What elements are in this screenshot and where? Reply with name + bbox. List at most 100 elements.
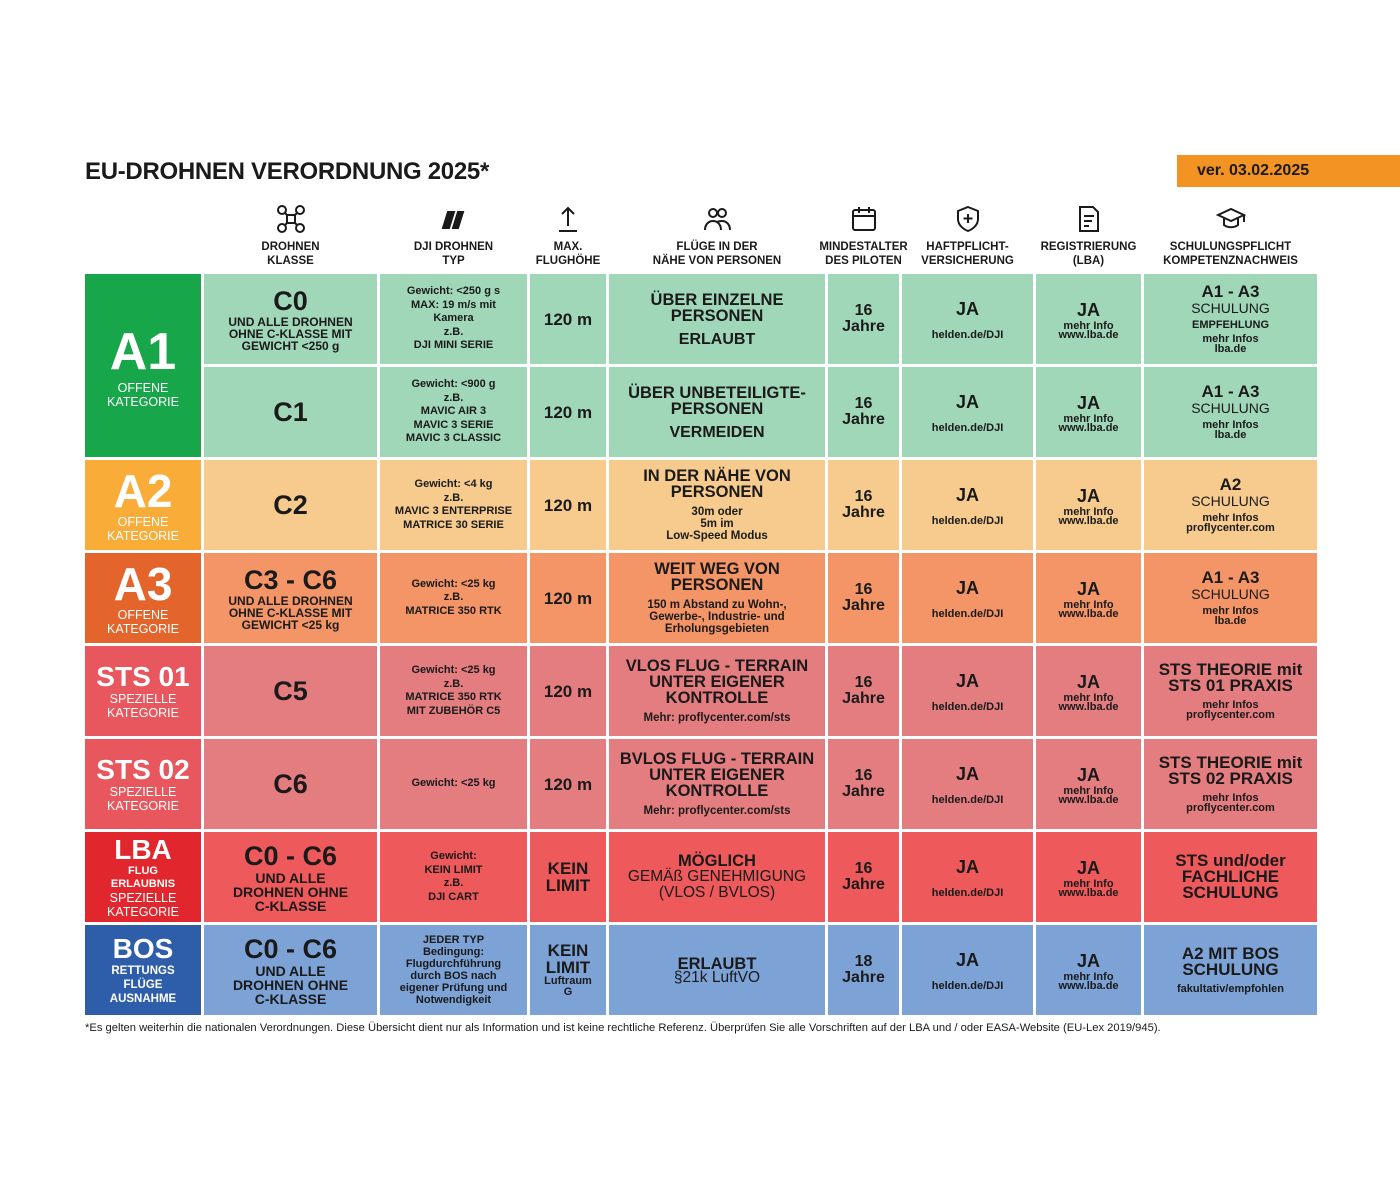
column-icon [956, 205, 979, 233]
table-cell: JA helden.de/DJI [902, 739, 1033, 829]
cell-text: JA [1076, 950, 1100, 971]
cell-text: C0 - C6 [243, 934, 338, 964]
cell-text: ÜBER EINZELNE PERSONEN [650, 291, 784, 325]
category-cell: STS 01 SPEZIELLE KATEGORIE [85, 646, 201, 736]
table-cell: KEIN LIMIT [530, 832, 606, 922]
cell-text: A1 - A3 [1201, 568, 1260, 587]
column-icon [441, 211, 464, 229]
cell-text: Mehr: proflycenter.com/sts [643, 712, 791, 724]
cell-text: SCHULUNG [1191, 586, 1270, 602]
cell-text: helden.de/DJI [931, 980, 1004, 992]
table-cell: C0 - C6 UND ALLE DROHNEN OHNE C-KLASSE [204, 925, 377, 1015]
cell-text: C1 [273, 397, 308, 427]
table-cell: Gewicht: <250 g s MAX: 19 m/s mit Kamera… [380, 274, 527, 364]
cell-text: BOS [112, 933, 174, 964]
cell-text: A2 [113, 465, 173, 517]
table-cell: JA mehr Info www.lba.de [1036, 460, 1141, 550]
cell-text: helden.de/DJI [931, 515, 1004, 527]
table-cell: 120 m [530, 460, 606, 550]
cell-text: mehr Info www.lba.de [1058, 970, 1119, 992]
table-cell: 16 Jahre [828, 553, 899, 643]
cell-text: JA [1076, 671, 1100, 692]
cell-text: C5 [273, 676, 308, 706]
cell-text: SCHULUNG [1191, 300, 1270, 316]
column-icon [559, 206, 577, 232]
table-cell: JA helden.de/DJI [902, 460, 1033, 550]
cell-text: mehr Info www.lba.de [1058, 319, 1119, 341]
table-cell: C0 - C6 UND ALLE DROHNEN OHNE C-KLASSE [204, 832, 377, 922]
table-cell: VLOS FLUG - TERRAIN UNTER EIGENER KONTRO… [609, 646, 825, 736]
cell-text: SPEZIELLE KATEGORIE [106, 891, 179, 919]
cell-text: UND ALLE DROHNEN OHNE C-KLASSE MIT GEWIC… [228, 594, 353, 632]
cell-text: 30m oder 5m im Low-Speed Modus [666, 506, 768, 542]
cell-text: STS und/oder FACHLICHE SCHULUNG [1175, 851, 1286, 902]
category-cell: A1 OFFENE KATEGORIE [85, 274, 201, 457]
cell-text: ERLAUBT [677, 955, 757, 973]
column-icon [276, 205, 305, 233]
cell-text: z.B. MATRICE 350 RTK [405, 591, 502, 617]
cell-text: JA [1076, 578, 1100, 599]
table-cell: C3 - C6 UND ALLE DROHNEN OHNE C-KLASSE MI… [204, 553, 377, 643]
table-cell: JA helden.de/DJI [902, 274, 1033, 364]
column-header: MAX. FLUGHÖHE [535, 241, 601, 267]
table-cell: 16 Jahre [828, 832, 899, 922]
cell-text: mehr Info www.lba.de [1058, 505, 1119, 527]
cell-text: GEMÄß GENEHMIGUNG (VLOS / BVLOS) [627, 868, 807, 901]
cell-text: helden.de/DJI [931, 608, 1004, 620]
cell-text: JA [955, 671, 979, 691]
table-cell: 16 Jahre [828, 739, 899, 829]
table-cell: WEIT WEG VON PERSONEN 150 m Abstand zu Wo… [609, 553, 825, 643]
column-header: DJI DROHNEN TYP [413, 241, 494, 267]
cell-text: JA [955, 485, 979, 505]
table-cell: ERLAUBT §21k LuftVO [609, 925, 825, 1015]
cell-text: A2 [1219, 475, 1242, 494]
cell-text: SPEZIELLE KATEGORIE [106, 785, 179, 813]
cell-text: Gewicht: <900 g [411, 378, 496, 391]
table-cell: JA mehr Info www.lba.de [1036, 832, 1141, 922]
cell-text: OFFENE KATEGORIE [106, 515, 179, 543]
cell-text: SCHULUNG [1191, 400, 1270, 416]
cell-text: C6 [273, 769, 308, 799]
category-cell: LBA FLUG ERLAUBNIS SPEZIELLE KATEGORIE [85, 832, 201, 922]
cell-text: JA [955, 392, 979, 412]
cell-text: A1 [109, 322, 177, 381]
table-cell: C0 UND ALLE DROHNEN OHNE C-KLASSE MIT GEW… [204, 274, 377, 364]
cell-text: mehr Infos proflycenter.com [1186, 512, 1275, 534]
cell-text: Gewicht: <25 kg [411, 777, 496, 790]
cell-text: 120 m [543, 495, 593, 515]
cell-text: ÜBER UNBETEILIGTE- PERSONEN [628, 384, 806, 418]
cell-text: helden.de/DJI [931, 422, 1004, 434]
cell-text: 18 Jahre [842, 953, 885, 986]
table-cell: 120 m [530, 739, 606, 829]
table-cell: BVLOS FLUG - TERRAIN UNTER EIGENER KONTR… [609, 739, 825, 829]
cell-text: JA [1076, 764, 1100, 785]
table-cell: JA mehr Info www.lba.de [1036, 925, 1141, 1015]
table-cell: 18 Jahre [828, 925, 899, 1015]
cell-text: JA [955, 578, 979, 598]
cell-text: STS 01 [96, 661, 190, 692]
cell-text: WEIT WEG VON PERSONEN [654, 560, 780, 594]
cell-text: fakultativ/empfohlen [1177, 983, 1284, 995]
cell-text: helden.de/DJI [931, 329, 1004, 341]
table-cell: 16 Jahre [828, 367, 899, 457]
cell-text: OFFENE KATEGORIE [106, 608, 179, 636]
table-cell: A1 - A3 SCHULUNG mehr Infos lba.de [1144, 553, 1317, 643]
cell-text: 16 Jahre [842, 395, 885, 428]
cell-text: JA [955, 299, 979, 319]
column-header: FLÜGE IN DER NÄHE VON PERSONEN [652, 241, 782, 267]
cell-text: BVLOS FLUG - TERRAIN UNTER EIGENER KONTR… [619, 750, 815, 800]
table-cell: Gewicht: KEIN LIMIT z.B. DJI CART [380, 832, 527, 922]
cell-text: Gewicht: <4 kg [414, 478, 493, 490]
table-cell: JA helden.de/DJI [902, 367, 1033, 457]
table-cell: 120 m [530, 646, 606, 736]
table-cell: JA mehr Info www.lba.de [1036, 553, 1141, 643]
cell-text: helden.de/DJI [931, 887, 1004, 899]
cell-text: JA [955, 950, 979, 970]
cell-text: STS THEORIE mit STS 02 PRAXIS [1158, 753, 1303, 788]
cell-text: 16 Jahre [842, 674, 885, 707]
table-cell: C1 [204, 367, 377, 457]
column-header: HAFTPFLICHT- VERSICHERUNG [921, 241, 1014, 267]
table-cell: A1 - A3 SCHULUNG EMPFEHLUNG mehr Infos lba.… [1144, 274, 1317, 364]
cell-text: 16 Jahre [842, 860, 885, 893]
